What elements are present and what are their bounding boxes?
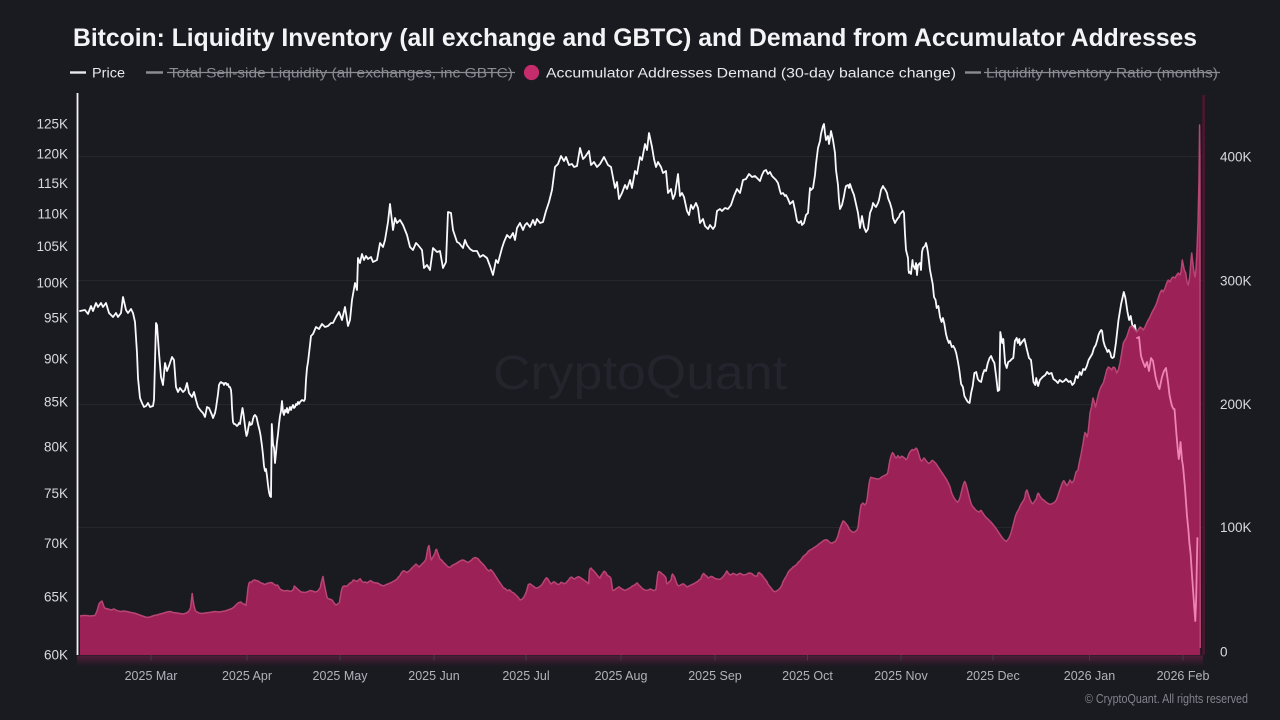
svg-text:115K: 115K [37, 176, 68, 191]
svg-text:2025 Sep: 2025 Sep [688, 669, 742, 683]
svg-text:200K: 200K [1220, 397, 1252, 412]
svg-text:100K: 100K [36, 276, 68, 291]
svg-text:120K: 120K [36, 147, 68, 162]
svg-text:65K: 65K [44, 590, 68, 605]
svg-text:2025 Nov: 2025 Nov [874, 669, 928, 683]
svg-text:70K: 70K [44, 536, 68, 551]
svg-text:2025 Mar: 2025 Mar [125, 669, 178, 683]
svg-text:110K: 110K [37, 207, 68, 222]
svg-text:60K: 60K [44, 648, 68, 663]
svg-text:95K: 95K [44, 311, 68, 326]
svg-text:100K: 100K [1220, 520, 1252, 535]
svg-text:2026 Jan: 2026 Jan [1064, 669, 1115, 683]
svg-text:0: 0 [1220, 644, 1228, 659]
svg-text:2025 Apr: 2025 Apr [222, 669, 272, 683]
svg-text:Accumulator Addresses Demand (: Accumulator Addresses Demand (30-day bal… [546, 65, 956, 80]
svg-text:80K: 80K [44, 440, 68, 455]
svg-text:Price: Price [92, 65, 125, 80]
svg-text:2025 Aug: 2025 Aug [595, 669, 648, 683]
svg-text:75K: 75K [44, 486, 68, 501]
svg-text:© CryptoQuant. All rights rese: © CryptoQuant. All rights reserved [1085, 691, 1248, 706]
svg-text:125K: 125K [36, 117, 68, 132]
svg-text:2025 Oct: 2025 Oct [782, 669, 833, 683]
svg-text:2025 May: 2025 May [313, 669, 369, 683]
svg-text:2025 Dec: 2025 Dec [966, 669, 1020, 683]
svg-text:CryptoQuant: CryptoQuant [493, 347, 787, 400]
svg-text:400K: 400K [1220, 149, 1252, 164]
svg-text:105K: 105K [36, 239, 68, 254]
svg-text:2025 Jul: 2025 Jul [502, 669, 549, 683]
svg-text:85K: 85K [44, 395, 68, 410]
svg-text:2025 Jun: 2025 Jun [408, 669, 459, 683]
svg-text:90K: 90K [44, 352, 68, 367]
svg-text:Bitcoin: Liquidity Inventory (: Bitcoin: Liquidity Inventory (all exchan… [73, 24, 1197, 52]
svg-text:2026 Feb: 2026 Feb [1157, 669, 1210, 683]
svg-text:300K: 300K [1220, 274, 1252, 289]
